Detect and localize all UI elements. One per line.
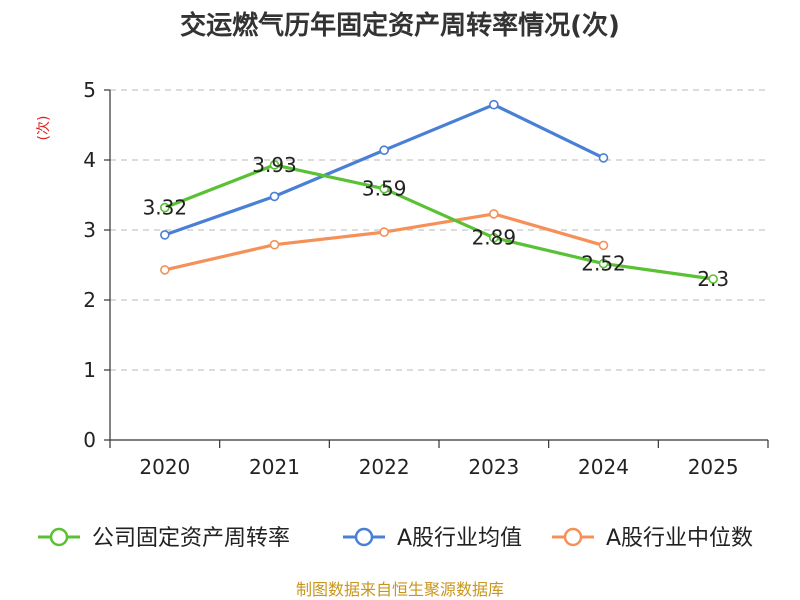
y-tick-label: 3 bbox=[83, 218, 96, 242]
legend-swatch-marker bbox=[354, 527, 374, 547]
y-tick-label: 4 bbox=[83, 148, 96, 172]
data-point[interactable] bbox=[708, 274, 718, 284]
chart-title: 交运燃气历年固定资产周转率情况(次) bbox=[180, 10, 620, 41]
data-point[interactable] bbox=[269, 239, 280, 250]
axes: 0 1 2 3 4 5 2020 2021 2022 2023 2024 2025 bbox=[83, 78, 769, 479]
data-point[interactable] bbox=[489, 209, 499, 219]
x-tick-label: 2023 bbox=[468, 455, 519, 479]
x-tick-label: 2022 bbox=[359, 455, 410, 479]
data-point[interactable] bbox=[489, 99, 499, 110]
legend-swatch-marker bbox=[49, 527, 69, 547]
legend-label: A股行业中位数 bbox=[606, 526, 753, 551]
y-tick-label: 1 bbox=[83, 358, 96, 382]
series-line-2 bbox=[164, 212, 604, 272]
data-point[interactable] bbox=[598, 258, 609, 269]
series-0 bbox=[160, 160, 718, 284]
legend-item-2[interactable]: A股行业中位数 bbox=[552, 526, 753, 551]
source-note: 制图数据来自恒生聚源数据库 bbox=[296, 580, 504, 599]
x-tick-label: 2025 bbox=[688, 455, 739, 479]
data-point[interactable] bbox=[160, 230, 170, 240]
data-label: 2.3 bbox=[697, 267, 729, 291]
series-line-0 bbox=[164, 163, 714, 281]
data-label: 3.93 bbox=[252, 153, 297, 177]
data-labels: 3.32 3.93 3.59 2.89 2.52 2.3 bbox=[143, 153, 730, 291]
data-point[interactable] bbox=[379, 183, 389, 194]
data-point[interactable] bbox=[160, 202, 170, 213]
y-tick-label: 0 bbox=[83, 428, 96, 452]
y-axis-unit-label: (次) bbox=[36, 116, 52, 141]
grid-lines bbox=[110, 89, 768, 371]
data-point[interactable] bbox=[160, 265, 170, 275]
legend-swatch-marker bbox=[563, 527, 583, 547]
legend-item-0[interactable]: 公司固定资产周转率 bbox=[38, 526, 290, 551]
legend-item-1[interactable]: A股行业均值 bbox=[343, 526, 522, 551]
data-label: 2.89 bbox=[472, 226, 517, 250]
series-2 bbox=[160, 209, 609, 275]
data-point[interactable] bbox=[379, 227, 389, 237]
series-1 bbox=[160, 99, 609, 240]
series bbox=[160, 99, 718, 284]
x-tick-label: 2021 bbox=[249, 455, 300, 479]
legend[interactable]: 公司固定资产周转率 A股行业均值 A股行业中位数 bbox=[38, 526, 753, 551]
legend-label: A股行业均值 bbox=[397, 526, 522, 551]
legend-label: 公司固定资产周转率 bbox=[92, 526, 290, 551]
y-tick-label: 2 bbox=[83, 288, 96, 312]
data-point[interactable] bbox=[598, 153, 609, 163]
data-label: 3.32 bbox=[143, 196, 188, 220]
data-point[interactable] bbox=[269, 160, 280, 170]
y-tick-label: 5 bbox=[83, 78, 96, 102]
data-point[interactable] bbox=[269, 191, 280, 202]
x-tick-label: 2024 bbox=[578, 455, 629, 479]
x-tick-label: 2020 bbox=[139, 455, 190, 479]
data-point[interactable] bbox=[598, 240, 609, 251]
data-label: 3.59 bbox=[362, 177, 407, 201]
data-point[interactable] bbox=[379, 145, 389, 155]
series-line-1 bbox=[164, 103, 605, 237]
data-point[interactable] bbox=[489, 232, 499, 243]
data-label: 2.52 bbox=[581, 252, 626, 276]
